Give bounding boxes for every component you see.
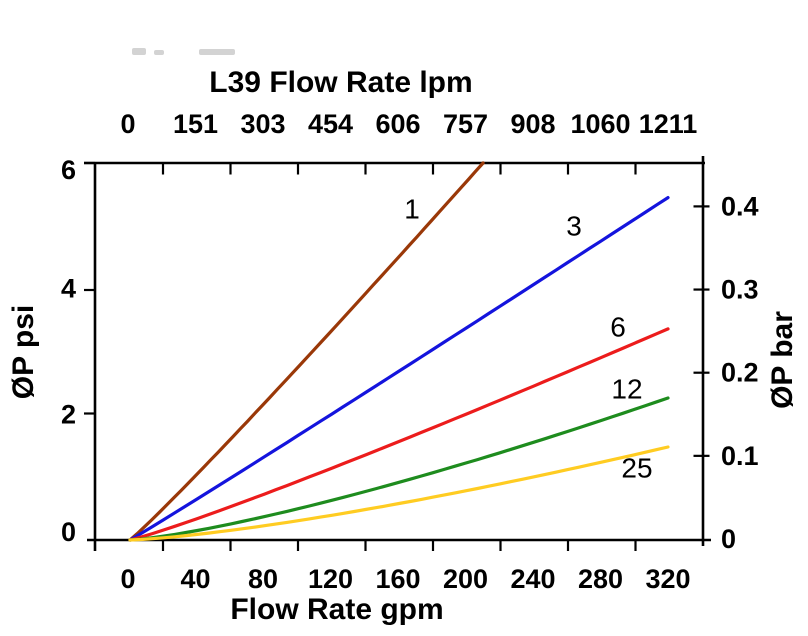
left-tick-label: 2: [61, 399, 76, 429]
curve-12: [128, 396, 670, 542]
scan-artifact: [132, 48, 146, 55]
bottom-tick-label: 200: [443, 564, 488, 594]
left-tick-label: 0: [61, 517, 76, 547]
top-tick-label: 908: [510, 109, 555, 139]
right-tick-label: 0: [721, 524, 736, 554]
bottom-tick-label: 320: [645, 564, 690, 594]
bottom-tick-label: 40: [180, 564, 210, 594]
bottom-tick-label: 0: [120, 564, 135, 594]
curve-label-25: 25: [621, 453, 652, 484]
top-tick-label: 303: [240, 109, 285, 139]
left-tick-label: 6: [61, 155, 76, 185]
right-tick-label: 0.1: [721, 441, 759, 471]
left-tick-label: 4: [61, 274, 76, 304]
bottom-tick-label: 240: [510, 564, 555, 594]
bottom-tick-label: 160: [375, 564, 420, 594]
curve-6: [128, 327, 670, 542]
curve-3: [128, 196, 670, 542]
top-tick-label: 1060: [570, 109, 630, 139]
bottom-tick-label: 120: [308, 564, 353, 594]
scan-artifact: [154, 50, 164, 55]
curve-25: [128, 445, 670, 542]
scan-artifact: [199, 49, 235, 55]
top-axis-title: L39 Flow Rate lpm: [209, 66, 473, 99]
bottom-tick-label: 80: [248, 564, 278, 594]
right-tick-label: 0.2: [721, 358, 759, 388]
bottom-axis-title: Flow Rate gpm: [230, 593, 444, 626]
curve-label-6: 6: [610, 312, 626, 343]
bottom-tick-label: 280: [578, 564, 623, 594]
curve-label-12: 12: [611, 374, 642, 405]
top-tick-label: 454: [308, 109, 353, 139]
right-tick-label: 0.3: [721, 275, 759, 305]
top-tick-label: 757: [443, 109, 488, 139]
top-tick-label: 151: [173, 109, 218, 139]
top-tick-label: 606: [375, 109, 420, 139]
curve-1: [128, 161, 485, 542]
curve-label-1: 1: [404, 194, 420, 225]
top-tick-label: 1211: [639, 109, 698, 139]
right-tick-label: 0.4: [721, 191, 759, 221]
top-tick-label: 0: [120, 109, 135, 139]
curve-label-3: 3: [566, 211, 582, 242]
